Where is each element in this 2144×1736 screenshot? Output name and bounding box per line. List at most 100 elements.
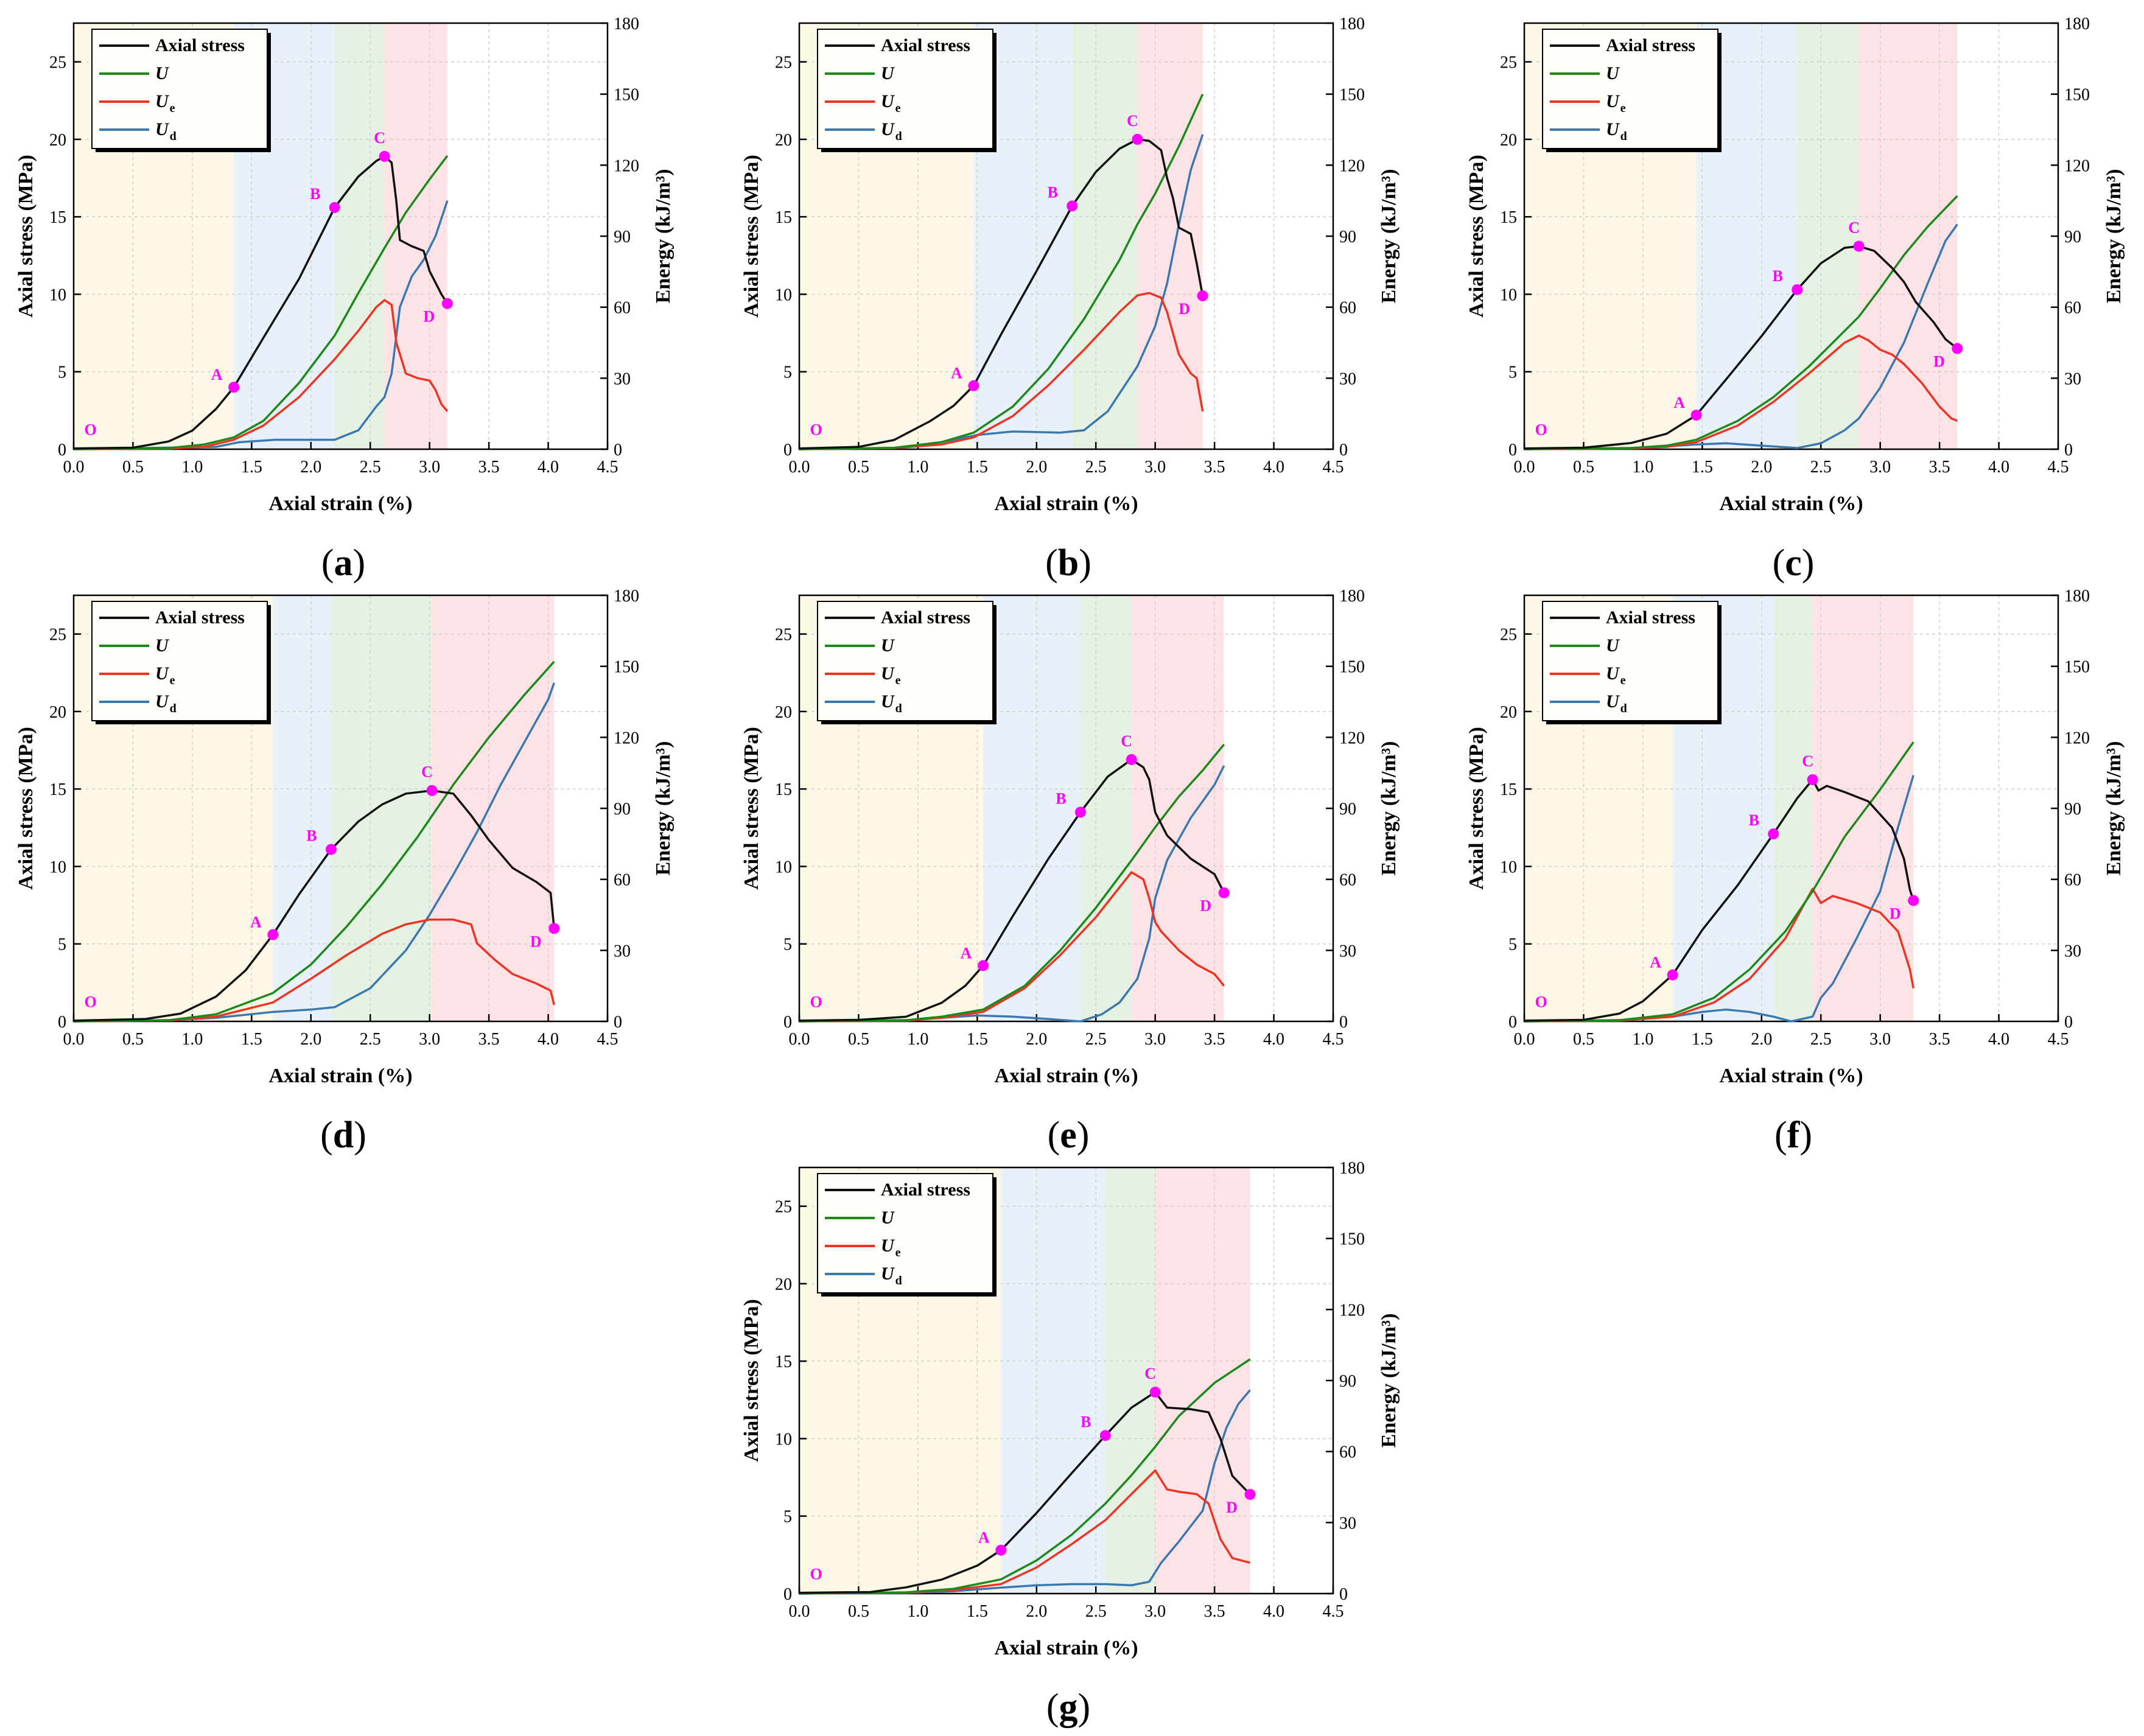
x-tick-label: 0.5 (1573, 1030, 1594, 1049)
panel-label: (c) (1773, 542, 1815, 584)
x-tick-label: 1.0 (907, 1030, 928, 1049)
x-tick-label: 1.0 (907, 1602, 928, 1621)
y2-tick-label: 150 (1339, 1230, 1365, 1249)
y2-tick-label: 60 (614, 299, 631, 318)
stage-band-4 (1131, 595, 1224, 1021)
x-tick-label: 1.5 (241, 458, 262, 477)
series-line-u (73, 155, 449, 450)
x-tick-label: 4.0 (1263, 1602, 1284, 1621)
point-a (995, 1544, 1007, 1556)
x-tick-label: 2.5 (1810, 458, 1832, 477)
y2-tick-label: 30 (614, 942, 631, 961)
x-tick-label: 3.5 (1204, 458, 1225, 477)
x-tick-label: 4.0 (1988, 1030, 2009, 1049)
x-tick-label: 0.5 (848, 1030, 869, 1049)
y2-axis-label: Energy (kJ/m³) (1378, 1314, 1400, 1448)
y2-axis-label: Energy (kJ/m³) (1378, 741, 1400, 876)
series-line-ud (73, 200, 449, 450)
series-line-ud (73, 682, 555, 1023)
legend-label: U (155, 635, 169, 656)
point-label-a: A (211, 366, 223, 383)
point-a (267, 929, 279, 940)
y2-axis-label: Energy (kJ/m³) (1378, 169, 1400, 304)
stage-band-4 (1137, 23, 1203, 449)
y-tick-label: 0 (783, 1013, 792, 1032)
point-label-b: B (310, 185, 320, 203)
y-tick-label: 20 (49, 131, 66, 150)
point-label-c: C (1127, 112, 1138, 130)
y2-tick-label: 180 (1339, 15, 1365, 33)
chart-panel-g: 0.0 0.5 1.0 1.5 2.0 2.5 3.0 3.5 4.0 4.50510152025… (740, 1159, 1400, 1659)
legend-label: U (881, 63, 895, 83)
y2-tick-label: 150 (2064, 658, 2090, 677)
y-tick-label: 0 (1508, 441, 1517, 460)
y-tick-label: 5 (1508, 363, 1517, 382)
x-tick-label: 1.0 (1632, 1030, 1653, 1049)
y2-tick-label: 0 (2064, 441, 2073, 460)
y-axis-label: Axial stress (MPa) (1465, 727, 1488, 890)
x-tick-label: 3.0 (1144, 458, 1166, 477)
y2-tick-label: 90 (1339, 228, 1356, 247)
point-label-o: O (85, 421, 97, 439)
stage-band-2 (273, 595, 331, 1021)
x-tick-label: 1.5 (1692, 458, 1713, 477)
y-tick-label: 25 (775, 54, 792, 72)
x-axis-label: Axial strain (%) (268, 1065, 412, 1087)
y2-tick-label: 0 (614, 441, 622, 460)
point-a (1690, 410, 1702, 421)
y-tick-label: 10 (49, 285, 66, 304)
y2-tick-label: 60 (2064, 871, 2081, 890)
y2-tick-label: 30 (1339, 942, 1356, 961)
x-axis-label: Axial strain (%) (1719, 492, 1863, 515)
point-d (1244, 1489, 1256, 1500)
point-label-d: D (1226, 1499, 1238, 1516)
x-tick-label: 0.0 (789, 1030, 810, 1049)
legend-label: Axial stress (1606, 607, 1695, 628)
x-tick-label: 0.0 (1514, 458, 1535, 477)
point-label-a: A (1673, 394, 1685, 411)
y2-tick-label: 150 (2064, 86, 2090, 105)
point-label-a: A (978, 1529, 990, 1547)
point-c (1853, 240, 1865, 252)
x-tick-label: 2.0 (1026, 1602, 1047, 1621)
y-tick-label: 15 (775, 780, 792, 799)
y-tick-label: 20 (775, 703, 792, 722)
x-tick-label: 4.5 (597, 458, 618, 477)
series-line-ue (799, 871, 1225, 1023)
point-label-c: C (1848, 219, 1860, 237)
point-a (228, 382, 240, 393)
x-tick-label: 3.0 (1144, 1030, 1166, 1049)
y2-tick-label: 90 (614, 228, 631, 247)
x-tick-label: 2.0 (1026, 1030, 1047, 1049)
point-a (968, 380, 979, 391)
y-tick-label: 25 (49, 54, 66, 72)
series-line-axial-stress (73, 155, 449, 450)
y2-tick-label: 120 (1339, 729, 1365, 747)
stage-band-3 (334, 23, 385, 449)
y2-tick-label: 120 (614, 729, 639, 747)
x-tick-label: 2.5 (1085, 458, 1107, 477)
legend-label: Axial stress (155, 607, 245, 628)
chart-panel-f: 0.0 0.5 1.0 1.5 2.0 2.5 3.0 3.5 4.0 4.50510152025… (1465, 587, 2125, 1087)
x-tick-label: 4.0 (1988, 458, 2009, 477)
stage-band-3 (331, 595, 432, 1021)
x-tick-label: 3.5 (478, 458, 500, 477)
series-line-ue (73, 299, 449, 450)
x-tick-label: 0.5 (848, 458, 869, 477)
point-label-c: C (1802, 752, 1813, 770)
x-tick-label: 1.0 (907, 458, 928, 477)
x-tick-label: 2.0 (1026, 458, 1047, 477)
point-b (329, 201, 340, 213)
y2-tick-label: 180 (614, 15, 639, 33)
y2-tick-label: 60 (614, 871, 631, 890)
point-a (1667, 969, 1678, 981)
stage-band-4 (1858, 23, 1958, 449)
legend-label: U (881, 635, 895, 656)
series-line-axial-stress (1524, 779, 1915, 1022)
panel-label: (g) (1046, 1687, 1090, 1728)
